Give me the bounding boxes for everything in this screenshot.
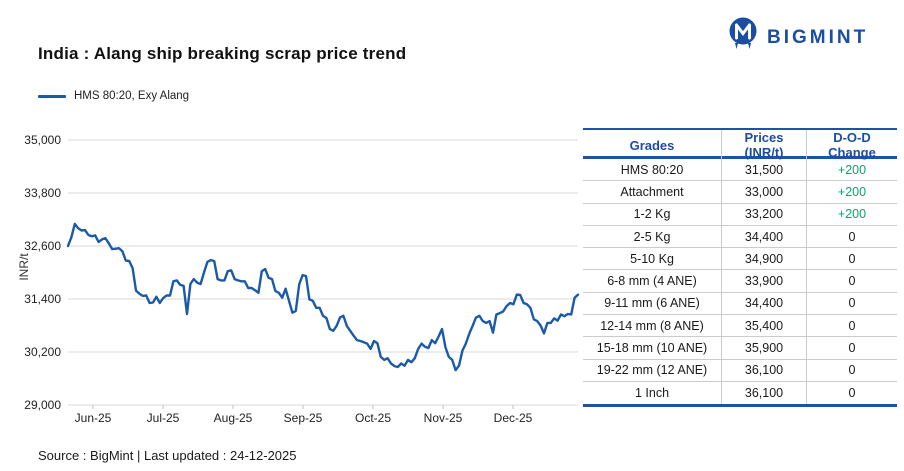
table-row: 9-11 mm (6 ANE) 34,400 0 <box>583 292 897 316</box>
table-row: 1 Inch 36,100 0 <box>583 381 897 405</box>
grade-cell: 2-5 Kg <box>633 229 671 244</box>
table-row: 15-18 mm (10 ANE) 35,900 0 <box>583 337 897 360</box>
x-tick-label: Jun-25 <box>75 411 112 425</box>
price-cell: 35,900 <box>721 337 806 359</box>
change-cell: 0 <box>806 359 897 381</box>
price-cell: 31,500 <box>721 159 806 181</box>
source-note: Source : BigMint | Last updated : 24-12-… <box>38 448 297 463</box>
x-tick-label: Oct-25 <box>355 411 391 425</box>
table-row: 5-10 Kg 34,900 0 <box>583 248 897 271</box>
change-cell: +200 <box>806 203 897 225</box>
prices-table: Grades Prices (INR/t) D-O-D Change HMS 8… <box>583 128 897 408</box>
grade-cell: 12-14 mm (8 ANE) <box>600 318 704 333</box>
price-cell: 35,400 <box>721 315 806 337</box>
price-cell: 34,400 <box>721 292 806 315</box>
legend-label: HMS 80:20, Exy Alang <box>74 90 190 102</box>
grade-cell: Attachment <box>620 184 684 199</box>
bigmint-logo-text: BIGMINT <box>767 26 869 48</box>
table-header-change: D-O-D Change <box>806 130 897 160</box>
x-tick-label: Dec-25 <box>494 411 533 425</box>
change-cell: 0 <box>806 381 897 405</box>
y-tick-label: 30,200 <box>24 345 61 359</box>
grade-cell: 19-22 mm (12 ANE) <box>596 363 708 378</box>
change-cell: 0 <box>806 315 897 337</box>
table-row: HMS 80:20 31,500 +200 <box>583 159 897 182</box>
y-tick-label: 29,000 <box>24 398 61 412</box>
table-row: 1-2 Kg 33,200 +200 <box>583 203 897 226</box>
x-tick-label: Nov-25 <box>424 411 463 425</box>
y-tick-label: 32,600 <box>24 239 61 253</box>
grade-cell: 1 Inch <box>634 386 670 401</box>
chart-legend: HMS 80:20, Exy Alang <box>38 90 189 102</box>
table-header-prices: Prices (INR/t) <box>721 130 806 160</box>
table-header-row: Grades Prices (INR/t) D-O-D Change <box>583 130 897 160</box>
price-line <box>66 222 580 372</box>
change-cell: 0 <box>806 270 897 292</box>
grade-cell: 1-2 Kg <box>633 207 671 222</box>
grade-cell: 5-10 Kg <box>630 251 674 266</box>
change-cell: 0 <box>806 292 897 315</box>
x-tick-label: Aug-25 <box>214 411 253 425</box>
legend-line-swatch <box>38 94 66 98</box>
change-cell: 0 <box>806 248 897 270</box>
page-title: India : Alang ship breaking scrap price … <box>38 44 407 63</box>
grade-cell: 9-11 mm (6 ANE) <box>604 296 700 311</box>
y-tick-label: 35,000 <box>24 133 61 147</box>
y-tick-label: 33,800 <box>24 186 61 200</box>
price-cell: 34,900 <box>721 248 806 270</box>
change-cell: +200 <box>806 181 897 203</box>
y-tick-label: 31,400 <box>24 292 61 306</box>
grade-cell: HMS 80:20 <box>620 162 684 177</box>
bigmint-rocket-m-icon <box>726 16 760 59</box>
change-cell: 0 <box>806 225 897 248</box>
table-body: HMS 80:20 31,500 +200 Attachment 33,000 +200 1… <box>583 159 897 405</box>
price-cell: 33,200 <box>721 203 806 225</box>
x-tick-label: Sep-25 <box>284 411 323 425</box>
grade-cell: 6-8 mm (4 ANE) <box>607 274 697 289</box>
table-row: 12-14 mm (8 ANE) 35,400 0 <box>583 315 897 338</box>
price-cell: 33,000 <box>721 181 806 203</box>
table-row: Attachment 33,000 +200 <box>583 181 897 204</box>
grade-cell: 15-18 mm (10 ANE) <box>596 341 708 356</box>
table-row: 2-5 Kg 34,400 0 <box>583 225 897 249</box>
price-cell: 34,400 <box>721 225 806 248</box>
x-tick-label: Jul-25 <box>147 411 180 425</box>
price-cell: 36,100 <box>721 381 806 405</box>
table-row: 6-8 mm (4 ANE) 33,900 0 <box>583 270 897 293</box>
change-cell: +200 <box>806 159 897 181</box>
price-cell: 33,900 <box>721 270 806 292</box>
bigmint-logo: BIGMINT <box>726 16 868 59</box>
price-cell: 36,100 <box>721 359 806 381</box>
table-header-grades: Grades <box>629 137 675 153</box>
table-row: 19-22 mm (12 ANE) 36,100 0 <box>583 359 897 382</box>
change-cell: 0 <box>806 337 897 359</box>
